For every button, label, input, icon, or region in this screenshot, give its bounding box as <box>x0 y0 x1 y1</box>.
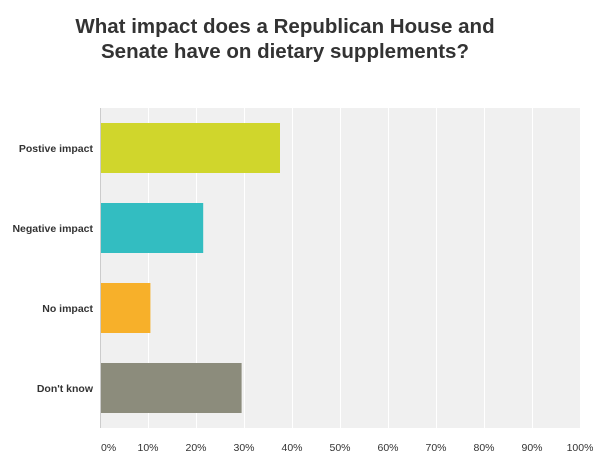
chart-title-line-1: What impact does a Republican House and <box>75 15 495 38</box>
x-tick-label-10: 10% <box>137 442 158 454</box>
x-tick-label-50: 50% <box>329 442 350 454</box>
bar-3 <box>101 363 242 413</box>
category-label-1: Negative impact <box>12 223 93 235</box>
x-tick-label-70: 70% <box>425 442 446 454</box>
category-label-3: Don't know <box>37 383 94 395</box>
bar-2 <box>101 283 151 333</box>
chart-title: What impact does a Republican House and … <box>40 14 530 64</box>
bar-1 <box>101 203 204 253</box>
x-tick-label-80: 80% <box>473 442 494 454</box>
x-tick-label-20: 20% <box>185 442 206 454</box>
category-label-0: Postive impact <box>19 143 94 155</box>
x-tick-label-0: 0% <box>101 442 116 454</box>
x-tick-label-60: 60% <box>377 442 398 454</box>
x-tick-label-100: 100% <box>567 442 593 454</box>
x-tick-label-40: 40% <box>281 442 302 454</box>
chart-title-line-2: Senate have on dietary supplements? <box>101 40 469 63</box>
category-label-2: No impact <box>42 303 93 315</box>
x-tick-label-90: 90% <box>521 442 542 454</box>
bar-0 <box>101 123 280 173</box>
x-tick-label-30: 30% <box>233 442 254 454</box>
